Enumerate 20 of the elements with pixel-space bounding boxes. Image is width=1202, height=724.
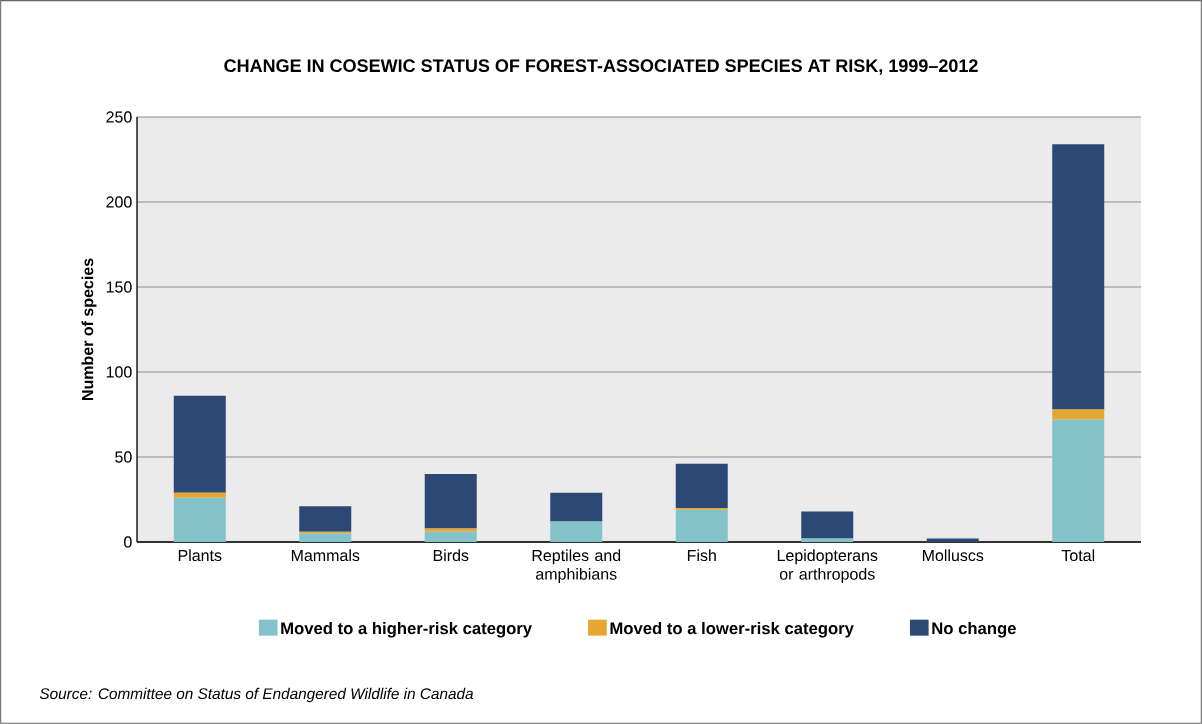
x-tick-label: Plants bbox=[178, 549, 222, 562]
source-note: Source: Committee on Status of Endangered Wildlife in Canada bbox=[39, 687, 474, 703]
y-tick-label: 0 bbox=[124, 536, 132, 548]
y-axis-title: Number of species bbox=[81, 258, 97, 400]
y-tick-label: 250 bbox=[106, 111, 132, 123]
x-tick-label: Lepidopterans or arthropods bbox=[777, 549, 878, 583]
legend-label: No change bbox=[932, 621, 1016, 638]
x-tick-label: Mammals bbox=[291, 549, 360, 562]
legend-label: Moved to a higher-risk category bbox=[281, 621, 532, 638]
x-tick-label: Fish bbox=[687, 549, 716, 562]
legend-label: Moved to a lower-risk category bbox=[610, 621, 854, 638]
x-tick-label: Total bbox=[1061, 549, 1095, 562]
x-tick-label: Reptiles and amphibians bbox=[532, 549, 621, 583]
y-tick-label: 50 bbox=[115, 451, 132, 463]
x-tick-label: Molluscs bbox=[922, 549, 984, 562]
x-tick-label: Birds bbox=[433, 549, 469, 562]
y-tick-label: 100 bbox=[106, 366, 132, 378]
chart-title: CHANGE IN COSEWIC STATUS OF FOREST-ASSOCIATED SPECIES AT RISK, 1999–2012 bbox=[224, 59, 978, 75]
y-tick-label: 200 bbox=[106, 196, 132, 208]
y-tick-label: 150 bbox=[106, 281, 132, 293]
